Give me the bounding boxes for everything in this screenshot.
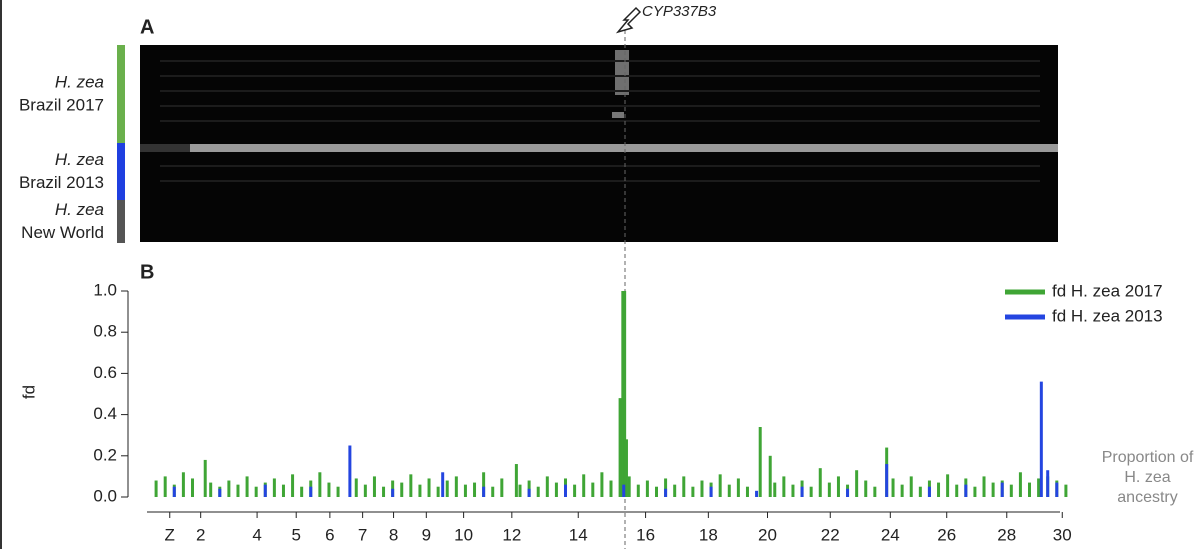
group-name: Brazil 2013 (19, 173, 104, 192)
gene-arrow (615, 6, 642, 34)
y-tick-label: 0.4 (93, 404, 117, 423)
x-tick-label: 7 (358, 525, 367, 544)
group-bar (117, 45, 125, 143)
group-species: H. zea (55, 150, 104, 169)
x-tick-label: 30 (1053, 525, 1072, 544)
x-tick-label: Z (165, 525, 175, 544)
group-bar (117, 200, 125, 243)
y-tick-label: 0.2 (93, 445, 117, 464)
legend-label: fd H. zea 2017 (1052, 281, 1163, 300)
x-tick-label: 18 (699, 525, 718, 544)
x-tick-label: 22 (821, 525, 840, 544)
x-tick-label: 28 (997, 525, 1016, 544)
panel-label: B (140, 261, 154, 283)
group-name: New World (21, 223, 104, 242)
y-tick-label: 1.0 (93, 280, 117, 299)
panel-label: A (140, 16, 154, 38)
x-tick-label: 6 (325, 525, 334, 544)
group-species: H. zea (55, 72, 104, 91)
group-name: Brazil 2017 (19, 95, 104, 114)
x-tick-label: 24 (881, 525, 900, 544)
x-tick-label: 16 (636, 525, 655, 544)
x-tick-label: 10 (454, 525, 473, 544)
x-tick-label: 9 (422, 525, 431, 544)
side-note: Proportion of H. zea ancestry (1101, 449, 1194, 506)
y-tick-label: 0.0 (93, 486, 117, 505)
x-tick-label: 4 (252, 525, 261, 544)
gene-label: CYP337B3 (642, 3, 717, 20)
x-tick-label: 5 (291, 525, 300, 544)
heatmap (140, 45, 1058, 242)
group-species: H. zea (55, 200, 104, 219)
edge (0, 0, 2, 549)
x-tick-label: 26 (937, 525, 956, 544)
y-axis-label: fd (19, 385, 38, 399)
y-tick-label: 0.6 (93, 363, 117, 382)
x-tick-label: 8 (389, 525, 398, 544)
x-tick-label: 12 (502, 525, 521, 544)
x-tick-label: 2 (196, 525, 205, 544)
legend-label: fd H. zea 2013 (1052, 306, 1163, 325)
x-tick-label: 20 (758, 525, 777, 544)
x-tick-label: 14 (569, 525, 588, 544)
y-tick-label: 0.8 (93, 322, 117, 341)
side-note-box: Proportion of H. zea ancestry (1101, 449, 1194, 506)
group-bar (117, 143, 125, 200)
